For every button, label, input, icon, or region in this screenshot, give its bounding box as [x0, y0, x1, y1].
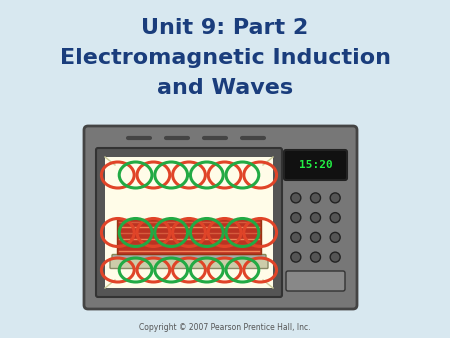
FancyBboxPatch shape: [96, 148, 282, 297]
Circle shape: [330, 233, 340, 242]
Circle shape: [310, 252, 320, 262]
Circle shape: [310, 213, 320, 223]
Text: Unit 9: Part 2: Unit 9: Part 2: [141, 18, 309, 38]
Circle shape: [291, 252, 301, 262]
Circle shape: [330, 213, 340, 223]
Circle shape: [291, 193, 301, 203]
Text: Electromagnetic Induction: Electromagnetic Induction: [59, 48, 391, 68]
Circle shape: [330, 252, 340, 262]
Circle shape: [291, 233, 301, 242]
Bar: [117, 218, 261, 254]
FancyBboxPatch shape: [284, 150, 347, 180]
Text: Copyright © 2007 Pearson Prentice Hall, Inc.: Copyright © 2007 Pearson Prentice Hall, …: [139, 323, 311, 332]
Circle shape: [330, 193, 340, 203]
FancyBboxPatch shape: [84, 126, 357, 309]
Text: and Waves: and Waves: [157, 78, 293, 98]
FancyBboxPatch shape: [286, 271, 345, 291]
Bar: [105, 157, 273, 288]
FancyBboxPatch shape: [112, 255, 266, 263]
Circle shape: [291, 213, 301, 223]
Circle shape: [310, 193, 320, 203]
Text: 15:20: 15:20: [299, 160, 333, 170]
Circle shape: [310, 233, 320, 242]
FancyBboxPatch shape: [110, 259, 268, 268]
